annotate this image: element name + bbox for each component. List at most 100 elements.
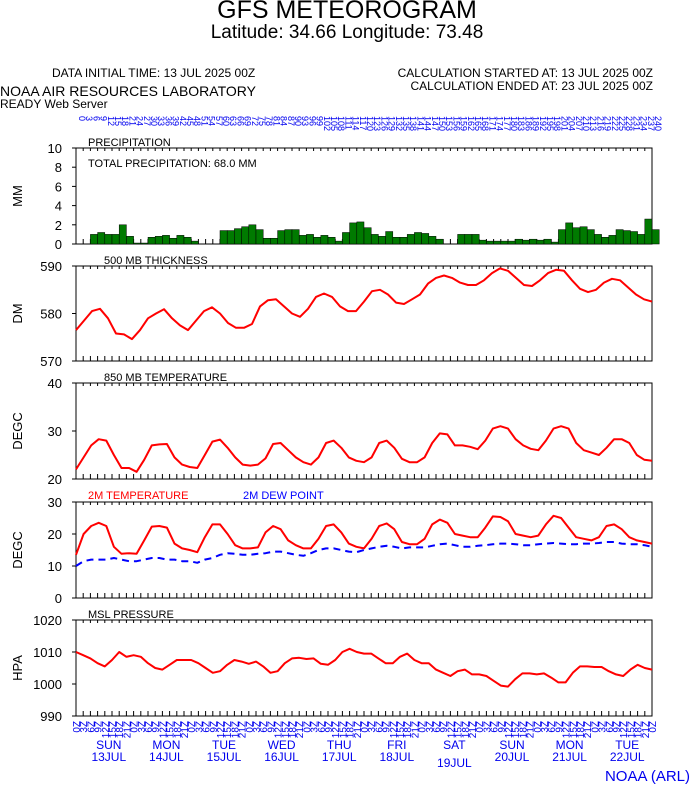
y-tick-label: 1020 xyxy=(33,613,62,628)
precip-bar xyxy=(601,237,610,245)
legend-label: 2M DEW POINT xyxy=(243,490,324,502)
x-hour-label: 21Z xyxy=(583,721,594,738)
top-axis-hour-label: 36 xyxy=(163,116,173,126)
x-hour-label: 0Z xyxy=(245,721,256,733)
x-hour-label: 6Z xyxy=(374,721,385,733)
top-axis-hour-label: 108 xyxy=(336,116,346,131)
y-tick-label: 40 xyxy=(48,376,62,391)
top-axis-hour-label: 63 xyxy=(228,116,238,126)
y-tick-label: 4 xyxy=(55,199,62,214)
calc-ended: CALCULATION ENDED AT: 23 JUL 2025 00Z xyxy=(410,79,653,93)
server-name: READY Web Server xyxy=(0,97,108,111)
x-hour-label: 3Z xyxy=(137,721,148,733)
day-date-label: 16JUL xyxy=(264,750,299,764)
top-axis-hour-label: 126 xyxy=(379,116,389,131)
top-axis-hour-label: 138 xyxy=(408,116,418,131)
precip-bar xyxy=(500,240,509,245)
top-axis-hour-label: 186 xyxy=(523,116,533,131)
x-hour-label: 18Z xyxy=(115,721,126,738)
top-axis-hour-label: 237 xyxy=(646,116,656,131)
top-axis-hour-label: 174 xyxy=(495,116,505,131)
precip-bar xyxy=(637,234,646,245)
x-hour-label: 9Z xyxy=(554,721,565,733)
x-hour-label: 12Z xyxy=(274,721,285,738)
precip-bar xyxy=(226,230,235,245)
precip-bar xyxy=(378,236,386,245)
top-axis-hour-label: 204 xyxy=(567,116,577,131)
x-hour-label: 18Z xyxy=(346,721,357,738)
top-axis-hour-label: 153 xyxy=(444,116,454,131)
y-axis-label: DM xyxy=(10,303,25,323)
x-hour-label: 12Z xyxy=(331,721,342,738)
x-hour-label: 9Z xyxy=(612,721,623,733)
precip-bar xyxy=(154,236,163,245)
lab-name: NOAA AIR RESOURCES LABORATORY xyxy=(0,83,256,99)
precip-bar xyxy=(435,238,444,245)
panel-frame xyxy=(75,265,653,362)
precip-bar xyxy=(457,234,466,245)
precip-bar xyxy=(298,235,307,245)
x-hour-label: 6Z xyxy=(144,721,155,733)
x-hour-label: 9Z xyxy=(151,721,162,733)
panel-title: MSL PRESSURE xyxy=(88,609,174,621)
panel-frame xyxy=(75,619,653,717)
top-axis-hour-label: 72 xyxy=(250,116,260,126)
precip-bar xyxy=(284,229,293,245)
x-hour-label: 0Z xyxy=(130,721,141,733)
x-hour-label: 15Z xyxy=(281,721,292,738)
x-hour-label: 18Z xyxy=(288,721,299,738)
precip-bar xyxy=(111,234,120,245)
day-weekday-label: SUN xyxy=(96,738,121,752)
x-hour-label: 3Z xyxy=(598,721,609,733)
top-axis-hour-label: 201 xyxy=(559,116,569,131)
top-axis-hour-label: 129 xyxy=(387,116,397,131)
panel-title: PRECIPITATION xyxy=(88,137,171,149)
top-axis-hour-label: 240 xyxy=(653,116,663,131)
precip-bar xyxy=(183,237,192,245)
precip-bar xyxy=(270,237,278,245)
x-hour-label: 12Z xyxy=(389,721,400,738)
top-axis-hour-label: 198 xyxy=(552,116,562,131)
x-hour-label: 0Z xyxy=(187,721,198,733)
top-axis-hour-label: 210 xyxy=(581,116,591,131)
precip-bar xyxy=(615,229,624,245)
x-hour-label: 21Z xyxy=(122,721,133,738)
x-hour-label: 9Z xyxy=(209,721,220,733)
top-axis-hour-label: 141 xyxy=(415,116,425,131)
precip-bar xyxy=(291,229,300,245)
precip-bar xyxy=(464,234,473,245)
y-tick-label: 590 xyxy=(40,259,62,274)
legend-label: 2M TEMPERATURE xyxy=(88,490,188,502)
precip-bar xyxy=(428,236,437,245)
top-axis-hour-label: 54 xyxy=(207,116,217,126)
x-hour-label: 21Z xyxy=(353,721,364,738)
x-hour-label: 18Z xyxy=(518,721,529,738)
top-axis-hour-label: 216 xyxy=(595,116,605,131)
x-hour-label: 18Z xyxy=(576,721,587,738)
top-axis-hour-label: 60 xyxy=(221,116,231,126)
precip-bar xyxy=(169,237,178,245)
top-axis-hour-label: 123 xyxy=(372,116,382,131)
x-hour-label: 0Z xyxy=(360,721,371,733)
y-tick-label: 990 xyxy=(40,709,62,724)
x-hour-label: 12Z xyxy=(504,721,515,738)
x-hour-label: 12Z xyxy=(562,721,573,738)
top-axis-hour-label: 42 xyxy=(178,116,188,126)
top-axis-hour-label: 75 xyxy=(257,116,267,126)
top-axis-hour-label: 39 xyxy=(171,116,181,126)
top-axis-hour-label: 177 xyxy=(502,116,512,131)
precip-bar xyxy=(97,232,106,245)
top-axis-hour-label: 48 xyxy=(192,116,202,126)
precip-bar xyxy=(392,237,401,245)
top-axis-hour-label: 150 xyxy=(437,116,447,131)
x-hour-label: 15Z xyxy=(569,721,580,738)
precip-bar xyxy=(327,237,336,245)
top-axis-hour-label: 111 xyxy=(343,116,353,130)
y-tick-label: 10 xyxy=(48,141,62,156)
y-tick-label: 30 xyxy=(48,424,62,439)
x-hour-label: 18Z xyxy=(230,721,241,738)
x-hour-label: 3Z xyxy=(252,721,263,733)
top-axis-hour-label: 84 xyxy=(279,116,289,126)
x-hour-label: 6Z xyxy=(259,721,270,733)
top-axis-hour-label: 132 xyxy=(394,116,404,131)
